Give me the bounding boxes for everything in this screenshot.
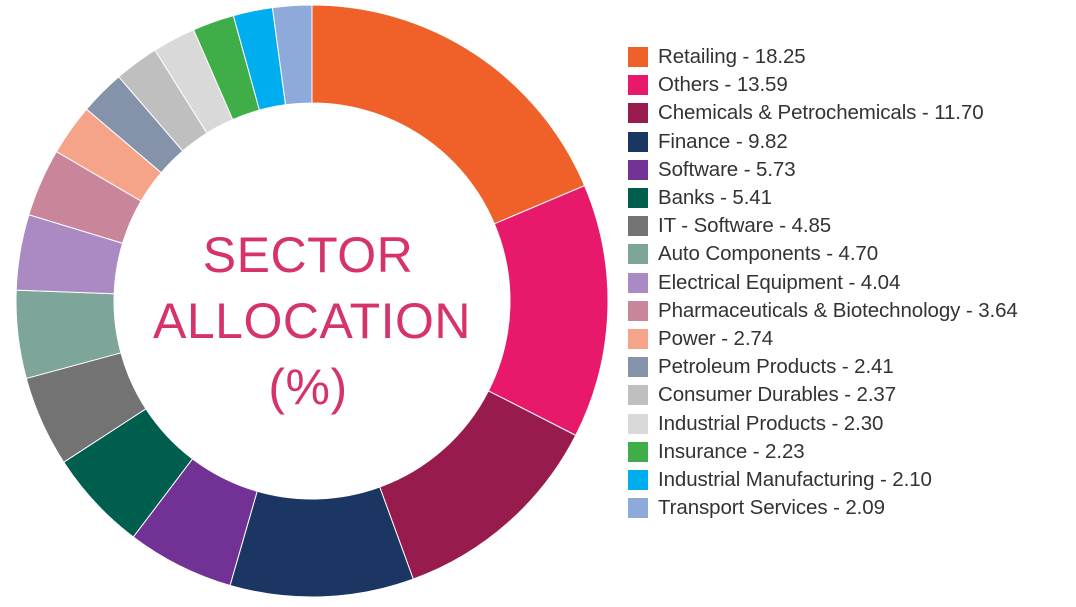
- legend-label: Transport Services - 2.09: [658, 496, 885, 520]
- legend-label: Software - 5.73: [658, 157, 796, 181]
- legend-swatch: [628, 272, 648, 293]
- legend-label: Retailing - 18.25: [658, 45, 806, 69]
- legend-swatch: [628, 103, 648, 124]
- legend-item: Banks - 5.41: [628, 184, 1068, 212]
- chart-legend: Retailing - 18.25 Others - 13.59 Chemicals…: [628, 43, 1068, 522]
- legend-label: Auto Components - 4.70: [658, 242, 879, 266]
- legend-swatch: [628, 188, 648, 209]
- donut-chart: SECTOR ALLOCATION (%): [15, 4, 609, 598]
- legend-item: IT - Software - 4.85: [628, 212, 1068, 240]
- legend-label: Banks - 5.41: [658, 186, 772, 210]
- legend-item: Finance - 9.82: [628, 128, 1068, 156]
- legend-label: Industrial Manufacturing - 2.10: [658, 467, 932, 491]
- legend-label: Consumer Durables - 2.37: [658, 383, 897, 407]
- legend-label: IT - Software - 4.85: [658, 214, 832, 238]
- chart-title-line-1: SECTOR: [202, 227, 414, 283]
- legend-item: Industrial Products - 2.30: [628, 409, 1068, 437]
- legend-label: Chemicals & Petrochemicals - 11.70: [658, 101, 984, 125]
- legend-label: Power - 2.74: [658, 326, 774, 350]
- legend-label: Petroleum Products - 2.41: [658, 355, 894, 379]
- legend-swatch: [628, 328, 648, 349]
- legend-swatch: [628, 159, 648, 180]
- legend-swatch: [628, 75, 648, 96]
- legend-label: Insurance - 2.23: [658, 439, 805, 463]
- legend-item: Auto Components - 4.70: [628, 240, 1068, 268]
- legend-item: Others - 13.59: [628, 71, 1068, 99]
- legend-item: Pharmaceuticals & Biotechnology - 3.64: [628, 297, 1068, 325]
- legend-swatch: [628, 216, 648, 237]
- legend-swatch: [628, 47, 648, 68]
- chart-title-line-2: ALLOCATION: [153, 293, 472, 349]
- legend-item: Chemicals & Petrochemicals - 11.70: [628, 99, 1068, 127]
- legend-label: Electrical Equipment - 4.04: [658, 270, 901, 294]
- legend-swatch: [628, 441, 648, 462]
- legend-item: Software - 5.73: [628, 156, 1068, 184]
- legend-swatch: [628, 131, 648, 152]
- legend-swatch: [628, 469, 648, 490]
- slice-finance: [229, 486, 414, 598]
- legend-label: Industrial Products - 2.30: [658, 411, 884, 435]
- legend-label: Pharmaceuticals & Biotechnology - 3.64: [658, 298, 1018, 322]
- donut-chart-svg: [15, 4, 609, 598]
- legend-swatch: [628, 498, 648, 519]
- slice-transport-services: [271, 4, 313, 106]
- chart-title: SECTOR ALLOCATION (%): [153, 222, 472, 420]
- chart-title-line-3: (%): [268, 359, 348, 415]
- legend-item: Industrial Manufacturing - 2.10: [628, 466, 1068, 494]
- legend-item: Petroleum Products - 2.41: [628, 353, 1068, 381]
- legend-item: Insurance - 2.23: [628, 438, 1068, 466]
- legend-item: Retailing - 18.25: [628, 43, 1068, 71]
- legend-swatch: [628, 385, 648, 406]
- legend-label: Others - 13.59: [658, 73, 788, 97]
- legend-swatch: [628, 244, 648, 265]
- legend-swatch: [628, 357, 648, 378]
- legend-label: Finance - 9.82: [658, 129, 788, 153]
- slice-others: [487, 184, 609, 437]
- slice-retailing: [311, 4, 586, 225]
- legend-item: Transport Services - 2.09: [628, 494, 1068, 522]
- legend-swatch: [628, 413, 648, 434]
- legend-item: Consumer Durables - 2.37: [628, 381, 1068, 409]
- legend-item: Power - 2.74: [628, 325, 1068, 353]
- legend-item: Electrical Equipment - 4.04: [628, 269, 1068, 297]
- legend-swatch: [628, 300, 648, 321]
